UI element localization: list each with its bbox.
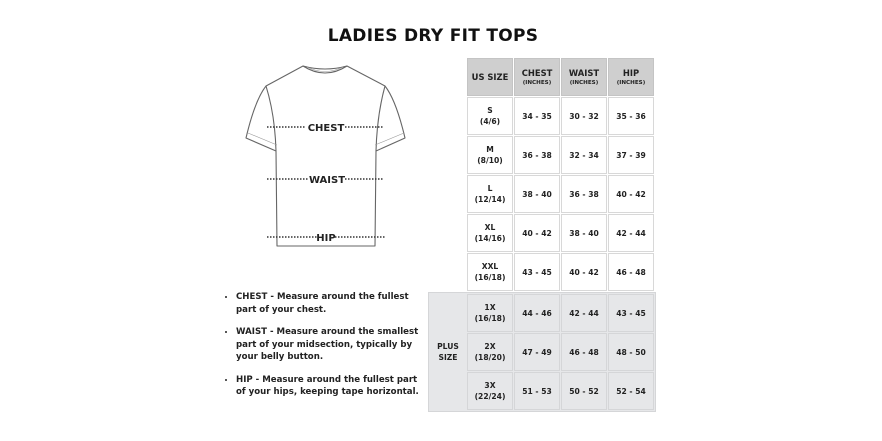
header-us-size: US SIZE xyxy=(467,58,513,96)
hip-label: HIP xyxy=(316,233,335,244)
waist-cell: 32 - 34 xyxy=(561,136,607,174)
size-name: 2X xyxy=(484,342,496,351)
waist-value: 36 - 38 xyxy=(569,189,599,199)
waist-value: 32 - 34 xyxy=(569,150,599,160)
header-label: CHEST xyxy=(521,67,553,78)
header-waist: WAIST (INCHES) xyxy=(561,58,607,96)
size-name: 3X xyxy=(484,381,496,390)
hip-cell: 37 - 39 xyxy=(608,136,654,174)
size-us: (14/16) xyxy=(474,234,506,243)
chest-cell: 38 - 40 xyxy=(514,175,560,213)
waist-value: 50 - 52 xyxy=(569,386,599,396)
size-name: XL xyxy=(484,223,496,232)
hip-cell: 43 - 45 xyxy=(608,294,654,332)
header-unit: (INCHES) xyxy=(569,79,599,86)
waist-cell: 30 - 32 xyxy=(561,97,607,135)
hip-value: 37 - 39 xyxy=(616,150,646,160)
hip-value: 43 - 45 xyxy=(616,308,646,318)
plus-size-cell: 1X (16/18) xyxy=(467,294,513,332)
chest-cell: 36 - 38 xyxy=(514,136,560,174)
plus-label-line2: SIZE xyxy=(438,353,458,362)
waist-value: 30 - 32 xyxy=(569,111,599,121)
size-name: S xyxy=(487,106,493,115)
header-unit: (INCHES) xyxy=(616,79,646,86)
chest-cell: 47 - 49 xyxy=(514,333,560,371)
chest-value: 34 - 35 xyxy=(522,111,552,121)
measurement-notes: CHEST - Measure around the fullest part … xyxy=(224,291,426,409)
waist-value: 40 - 42 xyxy=(569,267,599,277)
size-cell: S (4/6) xyxy=(467,97,513,135)
size-us: (4/6) xyxy=(479,117,501,126)
chest-value: 38 - 40 xyxy=(522,189,552,199)
size-cell: M (8/10) xyxy=(467,136,513,174)
page-title: LADIES DRY FIT TOPS xyxy=(327,26,539,46)
note-waist: WAIST - Measure around the smallest part… xyxy=(236,326,426,364)
hip-cell: 40 - 42 xyxy=(608,175,654,213)
waist-cell: 40 - 42 xyxy=(561,253,607,291)
header-unit: (INCHES) xyxy=(522,79,552,86)
chest-cell: 44 - 46 xyxy=(514,294,560,332)
size-name: 1X xyxy=(484,303,496,312)
header-label: WAIST xyxy=(568,67,600,78)
chest-cell: 51 - 53 xyxy=(514,372,560,410)
size-us: (16/18) xyxy=(474,273,506,282)
chest-value: 51 - 53 xyxy=(522,386,552,396)
size-us: (22/24) xyxy=(474,392,506,401)
size-cell: XL (14/16) xyxy=(467,214,513,252)
plus-size-cell: 3X (22/24) xyxy=(467,372,513,410)
hip-value: 52 - 54 xyxy=(616,386,646,396)
hip-cell: 52 - 54 xyxy=(608,372,654,410)
hip-cell: 48 - 50 xyxy=(608,333,654,371)
hip-value: 40 - 42 xyxy=(616,189,646,199)
size-cell: L (12/14) xyxy=(467,175,513,213)
tshirt-outline xyxy=(245,65,406,247)
header-hip: HIP (INCHES) xyxy=(608,58,654,96)
hip-value: 46 - 48 xyxy=(616,267,646,277)
header-label: US SIZE xyxy=(471,71,509,82)
size-us: (16/18) xyxy=(474,314,506,323)
chest-value: 43 - 45 xyxy=(522,267,552,277)
waist-label: WAIST xyxy=(309,175,345,186)
size-name: L xyxy=(487,184,493,193)
plus-size-cell: 2X (18/20) xyxy=(467,333,513,371)
chest-value: 40 - 42 xyxy=(522,228,552,238)
chest-value: 47 - 49 xyxy=(522,347,552,357)
chest-label: CHEST xyxy=(308,123,345,134)
note-chest: CHEST - Measure around the fullest part … xyxy=(236,291,426,316)
waist-value: 46 - 48 xyxy=(569,347,599,357)
hip-cell: 42 - 44 xyxy=(608,214,654,252)
waist-value: 42 - 44 xyxy=(569,308,599,318)
plus-label-line1: PLUS xyxy=(437,342,459,351)
chest-cell: 40 - 42 xyxy=(514,214,560,252)
hip-value: 35 - 36 xyxy=(616,111,646,121)
waist-cell: 38 - 40 xyxy=(561,214,607,252)
plus-size-label: PLUS SIZE xyxy=(430,294,466,410)
chest-cell: 34 - 35 xyxy=(514,97,560,135)
chest-value: 36 - 38 xyxy=(522,150,552,160)
header-label: HIP xyxy=(622,67,640,78)
size-us: (18/20) xyxy=(474,353,506,362)
size-cell: XXL (16/18) xyxy=(467,253,513,291)
hip-cell: 46 - 48 xyxy=(608,253,654,291)
size-name: XXL xyxy=(481,262,499,271)
size-us: (8/10) xyxy=(477,156,503,165)
waist-cell: 50 - 52 xyxy=(561,372,607,410)
hip-cell: 35 - 36 xyxy=(608,97,654,135)
hip-value: 48 - 50 xyxy=(616,347,646,357)
chest-cell: 43 - 45 xyxy=(514,253,560,291)
waist-cell: 36 - 38 xyxy=(561,175,607,213)
collar xyxy=(302,65,348,74)
waist-value: 38 - 40 xyxy=(569,228,599,238)
waist-cell: 46 - 48 xyxy=(561,333,607,371)
size-us: (12/14) xyxy=(474,195,506,204)
note-hip: HIP - Measure around the fullest part of… xyxy=(236,374,426,399)
hip-value: 42 - 44 xyxy=(616,228,646,238)
chest-value: 44 - 46 xyxy=(522,308,552,318)
header-chest: CHEST (INCHES) xyxy=(514,58,560,96)
size-chart-table: PLUS SIZE US SIZE CHEST (INCHES) WAIST (INCH… xyxy=(428,57,656,412)
waist-cell: 42 - 44 xyxy=(561,294,607,332)
size-name: M xyxy=(486,145,494,154)
